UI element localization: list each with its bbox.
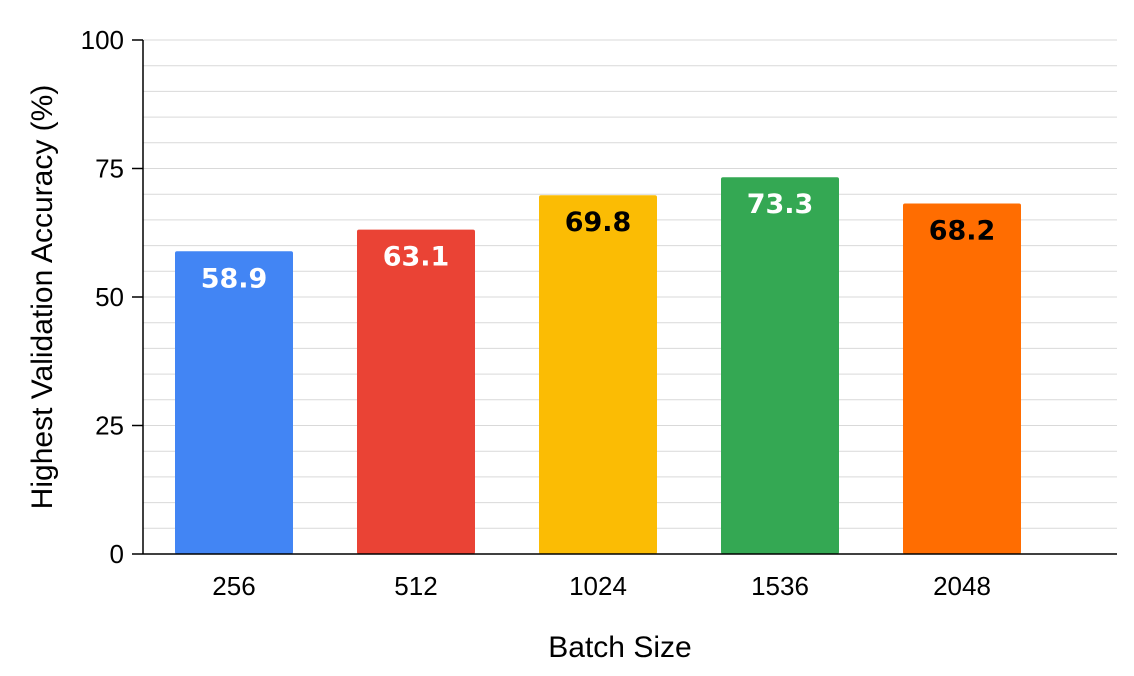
x-tick-label-1536: 1536 [751, 571, 809, 601]
bar-512 [357, 229, 475, 554]
data-label-512: 63.1 [383, 242, 450, 273]
bar-1536 [721, 177, 839, 554]
data-label-2048: 68.2 [929, 215, 996, 246]
data-label-256: 58.9 [201, 263, 268, 294]
x-axis-title: Batch Size [548, 631, 691, 664]
bar-2048 [903, 203, 1021, 554]
y-tick-label-0: 0 [110, 539, 124, 569]
axes [132, 39, 1117, 555]
data-label-1024: 69.8 [565, 207, 632, 238]
x-tick-label-256: 256 [212, 571, 255, 601]
bars [175, 177, 1021, 554]
bar-1024 [539, 195, 657, 554]
y-axis-title: Highest Validation Accuracy (%) [26, 85, 59, 510]
x-tick-label-1024: 1024 [569, 571, 627, 601]
data-label-1536: 73.3 [747, 189, 814, 220]
x-tick-label-512: 512 [394, 571, 437, 601]
y-tick-label-75: 75 [95, 154, 124, 184]
y-tick-label-50: 50 [95, 282, 124, 312]
bar-256 [175, 251, 293, 554]
x-tick-labels: 256 512 1024 1536 2048 [212, 571, 991, 601]
x-tick-label-2048: 2048 [933, 571, 991, 601]
y-tick-label-100: 100 [81, 25, 124, 55]
data-labels: 58.9 63.1 69.8 73.3 68.2 [201, 189, 996, 294]
y-tick-labels: 0 25 50 75 100 [81, 25, 124, 569]
y-tick-label-25: 25 [95, 411, 124, 441]
